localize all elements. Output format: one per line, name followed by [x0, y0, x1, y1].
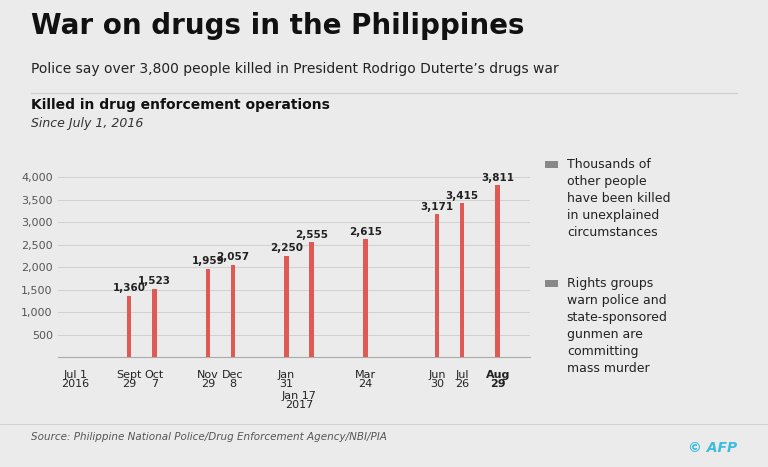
- Text: 1,360: 1,360: [113, 283, 146, 293]
- Text: 2,057: 2,057: [217, 252, 250, 262]
- Text: Sept: Sept: [117, 370, 142, 380]
- Text: 2017: 2017: [285, 400, 313, 410]
- Bar: [495, 185, 500, 357]
- Text: Mar: Mar: [355, 370, 376, 380]
- Bar: [206, 269, 210, 357]
- Text: 29: 29: [122, 379, 136, 389]
- Text: 1,959: 1,959: [191, 256, 224, 267]
- Text: Police say over 3,800 people killed in President Rodrigo Duterte’s drugs war: Police say over 3,800 people killed in P…: [31, 62, 558, 76]
- Text: 26: 26: [455, 379, 469, 389]
- Text: 29: 29: [490, 379, 505, 389]
- Bar: [230, 264, 235, 357]
- Bar: [435, 214, 439, 357]
- Text: Jul: Jul: [455, 370, 468, 380]
- Text: Jul 1: Jul 1: [64, 370, 88, 380]
- Text: 29: 29: [200, 379, 215, 389]
- Bar: [363, 240, 368, 357]
- Text: 3,171: 3,171: [420, 202, 453, 212]
- Text: © AFP: © AFP: [688, 441, 737, 455]
- Bar: [152, 289, 157, 357]
- Text: Since July 1, 2016: Since July 1, 2016: [31, 117, 143, 130]
- Text: 31: 31: [280, 379, 293, 389]
- Text: Thousands of
other people
have been killed
in unexplained
circumstances: Thousands of other people have been kill…: [567, 158, 670, 239]
- Text: 2,615: 2,615: [349, 227, 382, 237]
- Text: Jan 17: Jan 17: [282, 390, 316, 401]
- Bar: [459, 203, 465, 357]
- Text: Dec: Dec: [222, 370, 243, 380]
- Text: Jan: Jan: [278, 370, 295, 380]
- Text: 8: 8: [230, 379, 237, 389]
- Bar: [310, 242, 314, 357]
- Text: Rights groups
warn police and
state-sponsored
gunmen are
committing
mass murder: Rights groups warn police and state-spon…: [567, 277, 667, 375]
- Text: Source: Philippine National Police/Drug Enforcement Agency/NBI/PIA: Source: Philippine National Police/Drug …: [31, 432, 386, 442]
- Text: 30: 30: [430, 379, 444, 389]
- Text: War on drugs in the Philippines: War on drugs in the Philippines: [31, 12, 525, 40]
- Text: 3,415: 3,415: [445, 191, 478, 201]
- Text: Oct: Oct: [144, 370, 164, 380]
- Bar: [284, 256, 289, 357]
- Text: Killed in drug enforcement operations: Killed in drug enforcement operations: [31, 98, 329, 112]
- Text: 2,555: 2,555: [295, 230, 328, 240]
- Text: 1,523: 1,523: [137, 276, 170, 286]
- Text: 3,811: 3,811: [482, 173, 515, 183]
- Text: Nov: Nov: [197, 370, 219, 380]
- Text: 2016: 2016: [61, 379, 90, 389]
- Text: Aug: Aug: [485, 370, 510, 380]
- Text: 2,250: 2,250: [270, 243, 303, 254]
- Bar: [127, 296, 131, 357]
- Text: 24: 24: [358, 379, 372, 389]
- Text: Jun: Jun: [428, 370, 445, 380]
- Text: 7: 7: [151, 379, 157, 389]
